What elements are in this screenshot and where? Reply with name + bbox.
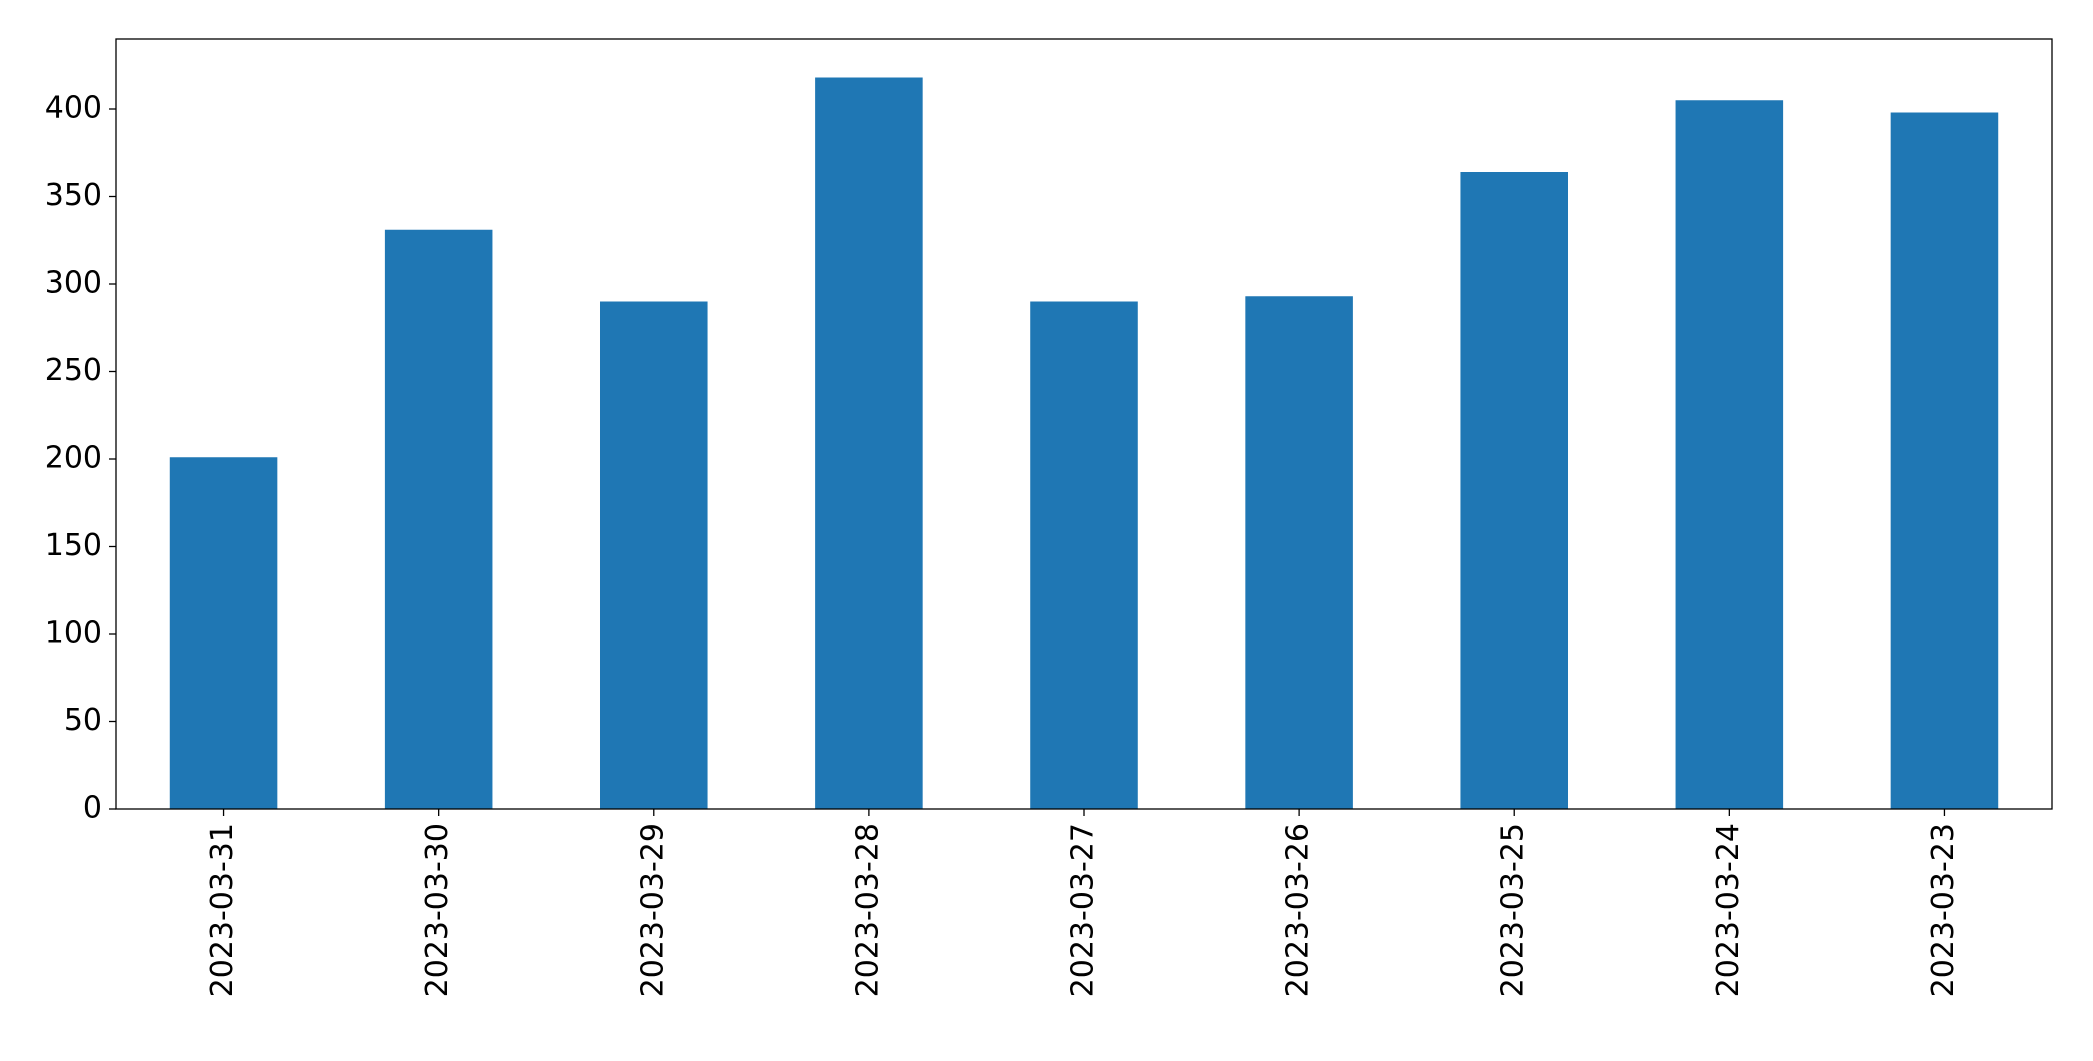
x-tick-label: 2023-03-30 (420, 823, 455, 997)
y-tick-label: 200 (45, 441, 102, 476)
y-tick-label: 300 (45, 266, 102, 301)
bar (1030, 301, 1138, 809)
bar (815, 77, 923, 809)
x-tick-label: 2023-03-27 (1066, 823, 1101, 997)
y-tick-label: 400 (45, 91, 102, 126)
bar (1890, 112, 1999, 809)
y-tick-label: 150 (45, 528, 102, 563)
x-tick-label: 2023-03-24 (1711, 823, 1746, 997)
x-tick-label: 2023-03-29 (635, 823, 670, 997)
bar (1245, 296, 1353, 809)
bar (384, 229, 493, 809)
x-tick-label: 2023-03-31 (205, 823, 240, 997)
x-tick-label: 2023-03-25 (1496, 823, 1531, 997)
bar (1675, 100, 1784, 809)
bar (169, 457, 278, 809)
x-tick-label: 2023-03-28 (850, 823, 885, 997)
bar (600, 301, 708, 809)
y-tick-label: 250 (45, 353, 102, 388)
y-tick-label: 0 (83, 791, 102, 826)
bar (1460, 172, 1568, 809)
x-tick-label: 2023-03-23 (1926, 823, 1961, 997)
y-tick-label: 350 (45, 178, 102, 213)
y-tick-label: 50 (64, 703, 102, 738)
y-tick-label: 100 (45, 616, 102, 651)
x-tick-label: 2023-03-26 (1281, 823, 1316, 997)
